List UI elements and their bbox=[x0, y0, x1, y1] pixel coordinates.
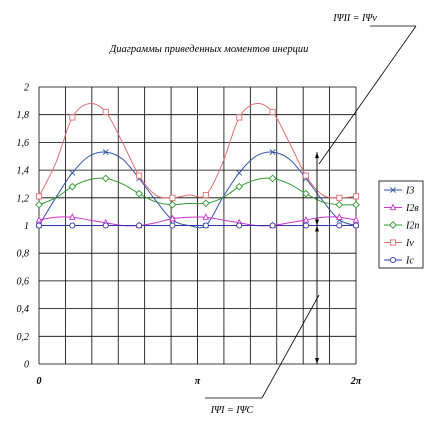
data-point bbox=[135, 189, 143, 198]
data-point bbox=[302, 215, 310, 223]
y-tick-label: 1,4 bbox=[17, 166, 30, 177]
y-tick-label: 0,4 bbox=[17, 304, 30, 315]
data-point bbox=[236, 222, 243, 229]
data-point bbox=[336, 222, 343, 229]
data-point bbox=[136, 222, 143, 229]
data-point bbox=[389, 203, 397, 211]
series-Iv bbox=[35, 102, 360, 201]
data-point bbox=[169, 214, 176, 222]
y-tick-label: 0,2 bbox=[17, 332, 30, 343]
data-point bbox=[102, 222, 109, 229]
data-point bbox=[269, 222, 276, 229]
data-point bbox=[352, 222, 360, 229]
data-point bbox=[302, 172, 310, 179]
data-point bbox=[136, 172, 143, 179]
data-point bbox=[202, 222, 209, 229]
data-point bbox=[102, 149, 109, 156]
data-point bbox=[302, 189, 310, 198]
data-point bbox=[389, 256, 397, 264]
data-point bbox=[168, 200, 177, 209]
legend-label: Ic bbox=[405, 256, 414, 267]
data-point bbox=[335, 200, 344, 209]
data-point bbox=[335, 213, 343, 220]
data-point bbox=[68, 182, 77, 191]
x-tick-label: π bbox=[195, 376, 201, 387]
data-point bbox=[236, 114, 243, 121]
y-tick-label: 1 bbox=[24, 221, 29, 232]
annotations: IΨII = IΨv IΨI = IΨC bbox=[205, 13, 417, 416]
data-point bbox=[389, 239, 397, 246]
data-point bbox=[352, 215, 360, 223]
legend-label: I2в bbox=[405, 203, 419, 214]
legend-label: I3 bbox=[405, 186, 414, 197]
data-point bbox=[35, 215, 43, 223]
x-tick-label: 2π bbox=[350, 376, 362, 387]
legend-label: Iv bbox=[405, 238, 414, 249]
y-tick-label: 0,6 bbox=[17, 276, 30, 287]
data-point bbox=[302, 222, 310, 229]
data-point bbox=[101, 174, 110, 183]
data-point bbox=[389, 221, 397, 229]
chart-title: Диаграммы приведенных моментов инерции bbox=[109, 44, 309, 55]
legend: I3 I2в I2п Iv Ic bbox=[378, 180, 424, 269]
data-point bbox=[35, 200, 43, 209]
data-point bbox=[35, 222, 43, 229]
data-point bbox=[390, 187, 396, 193]
series-I2в bbox=[35, 213, 360, 229]
y-tick-label: 1,6 bbox=[17, 138, 30, 149]
arrow-head bbox=[315, 225, 319, 232]
series-I2п bbox=[35, 174, 360, 209]
data-point bbox=[69, 169, 76, 176]
annotation-leader-top bbox=[318, 25, 417, 165]
data-point bbox=[269, 108, 276, 115]
data-point bbox=[235, 182, 244, 191]
arrow-head bbox=[315, 358, 319, 364]
annotation-leader-bottom bbox=[261, 294, 320, 399]
annotation-bottom: IΨI = IΨC bbox=[210, 405, 254, 416]
data-point bbox=[202, 199, 210, 208]
data-point bbox=[352, 193, 360, 200]
data-point bbox=[202, 213, 210, 220]
y-tick-label: 0 bbox=[24, 360, 29, 371]
data-point bbox=[69, 114, 76, 121]
legend-label: I2п bbox=[405, 221, 419, 232]
x-tick-label: 0 bbox=[37, 376, 42, 387]
y-tick-label: 1,8 bbox=[17, 110, 30, 121]
data-point bbox=[69, 213, 76, 220]
data-point bbox=[336, 194, 343, 201]
series-Ic bbox=[35, 222, 360, 229]
data-point bbox=[269, 149, 276, 156]
data-point bbox=[202, 191, 209, 199]
arrow-head bbox=[315, 219, 319, 226]
annotation-top: IΨII = IΨv bbox=[332, 13, 377, 24]
data-point bbox=[169, 194, 176, 201]
data-point bbox=[69, 222, 76, 229]
data-point bbox=[169, 222, 176, 229]
axes: 0 0,2 0,4 0,6 0,8 1 1,2 1,4 1,6 1,8 2 0 π 2π bbox=[17, 83, 362, 388]
y-tick-label: 1,2 bbox=[17, 193, 30, 204]
series-group bbox=[35, 102, 360, 229]
data-point bbox=[268, 174, 277, 183]
data-point bbox=[35, 193, 43, 200]
data-point bbox=[236, 169, 243, 176]
y-tick-label: 0,8 bbox=[17, 249, 30, 260]
data-point bbox=[102, 108, 109, 115]
data-point bbox=[352, 200, 360, 209]
arrow-head bbox=[315, 152, 319, 159]
y-tick-label: 2 bbox=[24, 83, 29, 94]
